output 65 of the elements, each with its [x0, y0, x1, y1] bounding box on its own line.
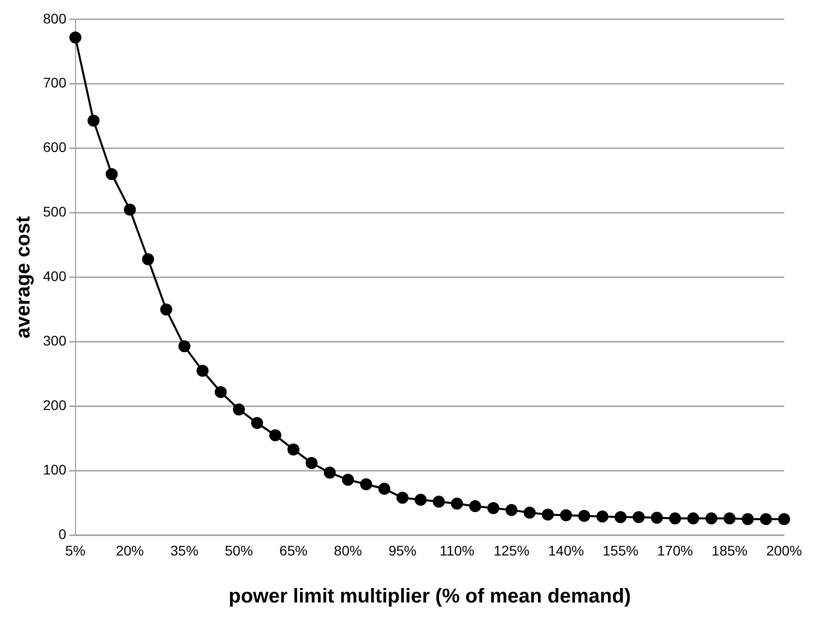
point — [178, 340, 190, 352]
x-tick-label: 80% — [334, 542, 362, 558]
y-axis-title: average cost — [12, 216, 35, 338]
x-tick-label: 35% — [170, 542, 198, 558]
point — [432, 496, 445, 508]
point — [469, 500, 482, 512]
y-tick-label: 400 — [43, 268, 67, 284]
x-tick-label: 95% — [388, 542, 416, 558]
point — [560, 509, 572, 522]
point — [506, 504, 518, 516]
point — [524, 506, 536, 519]
point — [396, 492, 408, 504]
point — [160, 304, 172, 316]
y-tick-label: 800 — [43, 10, 67, 26]
point — [88, 114, 100, 127]
point — [778, 513, 790, 526]
point — [251, 417, 264, 430]
y-tick-label: 600 — [43, 139, 67, 156]
point — [705, 512, 718, 524]
point — [142, 253, 154, 266]
point — [306, 456, 318, 469]
x-tick-label: 5% — [65, 542, 86, 558]
point — [287, 443, 300, 456]
point — [324, 466, 336, 479]
point — [450, 498, 463, 510]
x-tick-label: 140% — [548, 542, 584, 558]
point — [614, 511, 627, 524]
x-tick-label: 125% — [494, 542, 530, 558]
point — [360, 478, 372, 490]
point — [687, 512, 700, 524]
y-tick-label: 300 — [43, 332, 67, 349]
point — [214, 386, 227, 398]
point — [378, 482, 390, 495]
point — [342, 474, 354, 486]
y-tick-label: 100 — [43, 462, 67, 478]
point — [232, 403, 245, 416]
point — [487, 502, 500, 514]
point — [724, 512, 736, 524]
point — [414, 494, 427, 506]
point — [578, 510, 590, 522]
x-tick-label: 200% — [766, 542, 802, 558]
point — [196, 364, 209, 377]
point — [650, 512, 663, 524]
y-tick-label: 0 — [58, 526, 67, 542]
x-tick-label: 155% — [602, 542, 638, 558]
x-tick-label: 20% — [116, 542, 144, 558]
point — [124, 204, 136, 216]
x-axis-title: power limit multiplier (% of mean demand) — [228, 586, 631, 608]
point — [269, 429, 282, 442]
point — [742, 513, 754, 526]
y-tick-label: 200 — [43, 397, 67, 414]
point — [596, 510, 608, 522]
point — [632, 511, 645, 524]
y-tick-label: 700 — [43, 74, 67, 91]
x-tick-label: 185% — [712, 542, 748, 558]
x-tick-label: 110% — [440, 542, 474, 558]
y-tick-label: 500 — [43, 204, 67, 220]
point — [69, 31, 82, 44]
x-tick-label: 50% — [224, 542, 253, 558]
point — [542, 508, 554, 521]
point — [669, 512, 682, 524]
point — [106, 168, 118, 180]
x-tick-label: 170% — [657, 542, 693, 558]
x-tick-label: 65% — [279, 542, 308, 558]
point — [760, 513, 772, 526]
